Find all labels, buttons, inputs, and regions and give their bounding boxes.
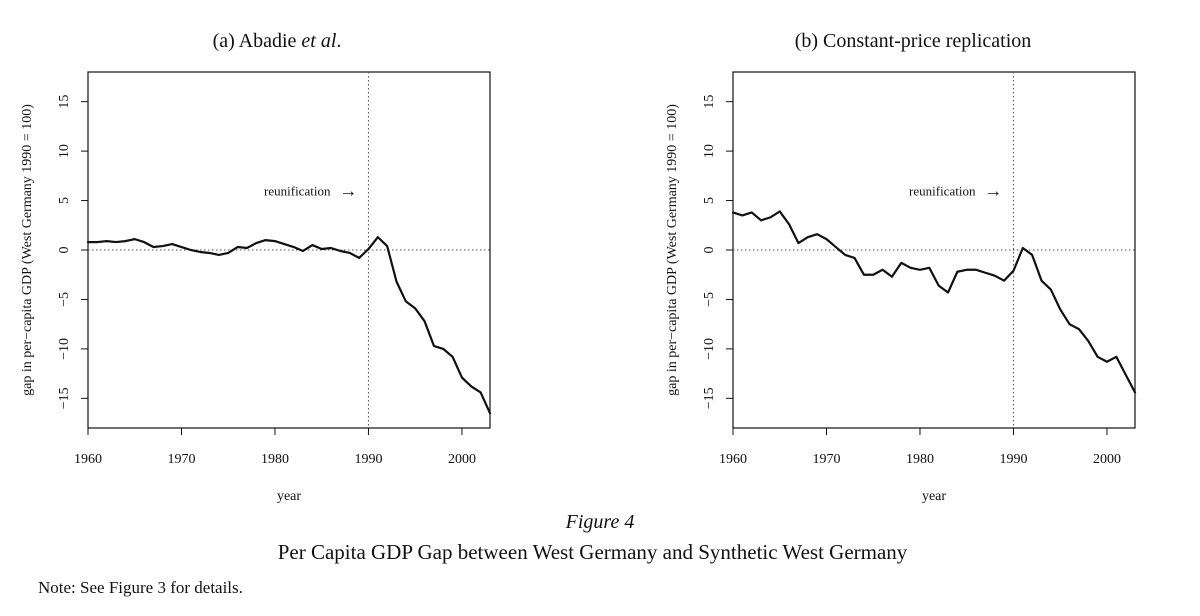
- panel-b-y-tick-label-6: −15: [702, 387, 717, 409]
- panel-a-y-tick-label-2: 5: [57, 197, 72, 204]
- panel-a-x-tick-label-1990: 1990: [354, 452, 382, 467]
- panel-b-x-tick-label-2000: 2000: [1093, 452, 1121, 467]
- panel-b-y-tick-label-3: 0: [702, 247, 717, 254]
- panel-a-gap-series-line: [86, 236, 492, 415]
- figure-caption: Per Capita GDP Gap between West Germany …: [277, 540, 908, 564]
- panel-a-y-tick-label-3: 0: [57, 247, 72, 254]
- panel-b-x-tick-label-1980: 1980: [906, 452, 934, 467]
- panel-a-x-axis-label: year: [277, 489, 301, 504]
- panel-a-annotation-arrow: →: [339, 181, 357, 201]
- panel-b-y-tick-label-2: 5: [702, 197, 717, 204]
- panel-a-x-tick-label-1970: 1970: [167, 452, 195, 467]
- panel-b-annotation-text: reunification: [909, 184, 976, 199]
- panel-a-y-tick-label-1: 10: [57, 144, 72, 158]
- panel-b-gap-series-line: [731, 210, 1137, 394]
- panel-b-annotation-arrow: →: [984, 181, 1002, 201]
- panel-b-y-tick-label-5: −10: [702, 338, 717, 360]
- panel-a-x-tick-label-1980: 1980: [261, 452, 289, 467]
- panel-b: (b) Constant-price replication gap in pe…: [665, 30, 1137, 504]
- panel-a-marks: 1960 1970 1980 1990 2000 15 10 5 0 −5 −10 −15 reunif…: [57, 72, 492, 467]
- panel-a-y-tick-label-6: −15: [57, 387, 72, 409]
- panel-b-y-tick-label-1: 10: [702, 144, 717, 158]
- panel-a-x-tick-label-2000: 2000: [448, 452, 476, 467]
- panel-a-title: (a) Abadie et al.: [213, 30, 342, 52]
- panel-b-y-axis-label: gap in per−capita GDP (West Germany 1990…: [665, 104, 680, 396]
- panel-b-title: (b) Constant-price replication: [795, 30, 1032, 52]
- panel-a-annotation-text: reunification: [264, 184, 331, 199]
- panel-b-y-tick-label-4: −5: [702, 292, 717, 307]
- figure-note: Note: See Figure 3 for details.: [38, 578, 243, 597]
- panel-a: (a) Abadie et al. gap in per−capita GDP …: [20, 30, 492, 504]
- panel-b-y-tick-label-0: 15: [702, 95, 717, 109]
- panel-a-y-axis-label: gap in per−capita GDP (West Germany 1990…: [20, 104, 35, 396]
- figure-label: Figure 4: [565, 511, 635, 533]
- panel-b-x-tick-label-1990: 1990: [999, 452, 1027, 467]
- panel-a-y-tick-label-4: −5: [57, 292, 72, 307]
- panel-b-x-axis-label: year: [922, 489, 946, 504]
- panel-a-y-tick-label-5: −10: [57, 338, 72, 360]
- panel-b-marks: 1960 1970 1980 1990 2000 15 10 5 0 −5 −10 −15 reunif…: [702, 72, 1137, 467]
- figure-canvas: (a) Abadie et al. gap in per−capita GDP …: [20, 30, 1137, 504]
- panel-a-y-tick-label-0: 15: [57, 95, 72, 109]
- panel-b-x-tick-label-1960: 1960: [719, 452, 747, 467]
- panel-a-x-tick-label-1960: 1960: [74, 452, 102, 467]
- panel-b-x-tick-label-1970: 1970: [812, 452, 840, 467]
